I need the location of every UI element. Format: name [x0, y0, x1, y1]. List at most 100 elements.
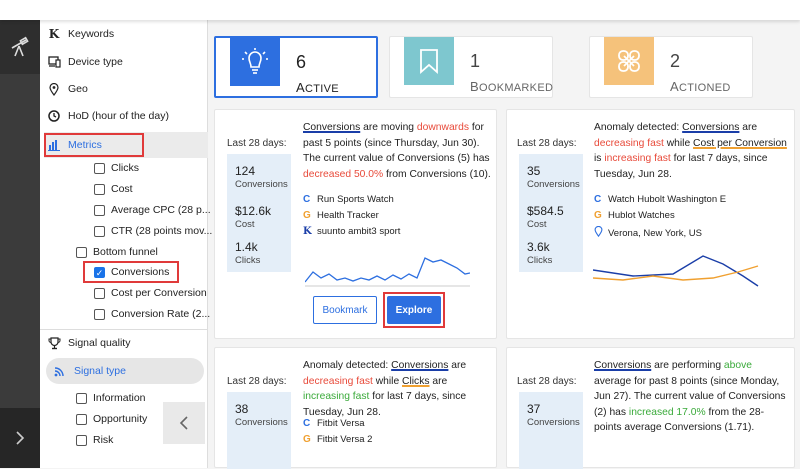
- entity-ad-group[interactable]: G Fitbit Versa 2: [303, 434, 372, 445]
- stat-value: 3.6k: [527, 240, 550, 254]
- collapse-sidebar-button[interactable]: [163, 402, 205, 444]
- lightbulb-icon: [230, 38, 280, 86]
- entity-location[interactable]: Verona, New York, US: [594, 225, 702, 240]
- trend-text: increasing fast: [303, 391, 370, 402]
- checkbox[interactable]: [76, 413, 87, 425]
- expand-chevron-icon[interactable]: [0, 408, 40, 468]
- checkbox[interactable]: [94, 287, 105, 299]
- entity-ad-group[interactable]: G Hublot Watches: [594, 210, 675, 221]
- trend-text: decreasing fast: [594, 137, 664, 149]
- metric-name: Conversions: [594, 360, 652, 371]
- stats-box: 35 Conversions $584.5 Cost 3.6k Clicks: [519, 154, 583, 272]
- signal-message: Conversions are moving downwards for pas…: [303, 120, 493, 182]
- signal-card[interactable]: Last 28 days: 38 Conversions Anomaly det…: [214, 347, 497, 469]
- sidebar-item-keywords[interactable]: K Keywords: [46, 22, 114, 46]
- group-checkbox-bottom-funnel[interactable]: Bottom funnel: [76, 246, 158, 258]
- location-pin-icon: [46, 81, 62, 97]
- stat-value: 124: [235, 164, 256, 178]
- signal-card[interactable]: Last 28 days: 124 Conversions $12.6k Cos…: [214, 109, 497, 339]
- sidebar-item-hod[interactable]: HoD (hour of the day): [46, 104, 169, 128]
- sidebar-item-signal-type[interactable]: Signal type: [52, 359, 126, 383]
- checkbox-checked[interactable]: ✓: [94, 266, 105, 278]
- signal-checkbox-risk[interactable]: Risk: [76, 434, 113, 446]
- summary-card-actioned[interactable]: 2 Actioned: [589, 36, 753, 98]
- divider: [40, 329, 208, 330]
- summary-card-active[interactable]: 6 Active: [214, 36, 378, 98]
- entity-ad-group[interactable]: G Health Tracker: [303, 210, 379, 221]
- message-text: are moving: [360, 122, 417, 133]
- message-text: while: [372, 375, 403, 387]
- checkbox[interactable]: [94, 308, 105, 320]
- checkbox[interactable]: [94, 204, 105, 216]
- checkbox[interactable]: [76, 392, 87, 404]
- signal-card[interactable]: Last 28 days: 37 Conversions Conversions…: [506, 347, 795, 469]
- bookmark-button[interactable]: Bookmark: [313, 296, 377, 324]
- entity-campaign[interactable]: C Watch Hubolt Washington E: [594, 194, 726, 205]
- funnel-checkbox-cost-per-conversion[interactable]: Cost per Conversion: [94, 287, 207, 299]
- stat-value: $12.6k: [235, 204, 272, 218]
- metric-checkbox-clicks[interactable]: Clicks: [94, 162, 139, 174]
- explore-highlight-box: [383, 292, 445, 328]
- change-text: decreased 50.0%: [303, 168, 384, 180]
- checkbox[interactable]: [94, 183, 105, 195]
- sidebar-item-device-type[interactable]: Device type: [46, 50, 123, 74]
- stat-value: $584.5: [527, 204, 564, 218]
- metric-checkbox-cost[interactable]: Cost: [94, 183, 133, 195]
- sidebar-item-metrics[interactable]: Metrics: [46, 133, 102, 157]
- stats-box: 124 Conversions $12.6k Cost 1.4k Clicks: [227, 154, 291, 272]
- stat-label: Cost: [527, 219, 547, 230]
- device-icon: [46, 54, 62, 70]
- stat-value: 1.4k: [235, 240, 258, 254]
- funnel-checkbox-conversions[interactable]: ✓ Conversions: [94, 266, 170, 278]
- entity-name: Run Sports Watch: [317, 194, 394, 205]
- message-text: Anomaly detected:: [303, 360, 392, 371]
- signal-checkbox-information[interactable]: Information: [76, 392, 146, 404]
- sidebar-item-signal-quality[interactable]: Signal quality: [46, 331, 130, 355]
- message-text: are performing: [651, 360, 724, 371]
- chevron-left-icon: [179, 416, 188, 430]
- entity-campaign[interactable]: C Run Sports Watch: [303, 194, 394, 205]
- telescope-icon[interactable]: [0, 20, 40, 74]
- checkbox[interactable]: [76, 434, 87, 446]
- explore-button[interactable]: Explore: [387, 296, 441, 324]
- message-text: are: [429, 375, 448, 387]
- stat-label: Conversions: [527, 179, 580, 190]
- bookmarked-count: 1: [470, 51, 481, 71]
- signal-card[interactable]: Last 28 days: 35 Conversions $584.5 Cost…: [506, 109, 795, 339]
- entity-name: Verona, New York, US: [608, 227, 702, 239]
- entity-name: Health Tracker: [317, 210, 379, 221]
- trend-text: increasing fast: [604, 153, 671, 164]
- summary-card-bookmarked[interactable]: 1 Bookmarked: [389, 36, 553, 98]
- message-text: average for past 8 points (since Monday,…: [594, 375, 786, 418]
- sidebar-item-geo[interactable]: Geo: [46, 77, 88, 101]
- checkbox[interactable]: [94, 162, 105, 174]
- signal-checkbox-opportunity[interactable]: Opportunity: [76, 413, 147, 425]
- stat-label: Conversions: [235, 417, 288, 428]
- sparkline-chart: [305, 257, 470, 287]
- signal-type-row-highlight: [46, 358, 204, 384]
- trend-text: decreasing fast: [303, 375, 373, 387]
- message-text: are: [739, 122, 758, 133]
- bookmark-icon: [404, 37, 454, 85]
- left-rail: [0, 20, 40, 468]
- change-text: increased 17.0%: [628, 406, 706, 418]
- metric-checkbox-ctr[interactable]: CTR (28 points mov...: [94, 225, 212, 237]
- entity-campaign[interactable]: C Fitbit Versa: [303, 418, 365, 429]
- clock-icon: [46, 108, 62, 124]
- bar-chart-icon: [46, 137, 62, 153]
- period-label: Last 28 days:: [517, 376, 577, 387]
- checkbox[interactable]: [94, 225, 105, 237]
- campaign-icon: C: [303, 418, 311, 429]
- message-text: for last 7 days, since Tuesday, Jun 28.: [303, 391, 467, 418]
- checkbox[interactable]: [76, 246, 87, 258]
- metric-checkbox-average-cpc[interactable]: Average CPC (28 p...: [94, 204, 211, 216]
- trend-text: above: [723, 360, 752, 371]
- metrics-row-highlight: [44, 132, 208, 158]
- message-text: from the 28-points average Conversions (…: [594, 406, 765, 434]
- ad-group-icon: G: [594, 210, 602, 221]
- message-text: Anomaly detected:: [594, 122, 683, 133]
- entity-name: suunto ambit3 sport: [317, 226, 401, 237]
- funnel-checkbox-conversion-rate[interactable]: Conversion Rate (2...: [94, 308, 210, 320]
- stat-label: Clicks: [527, 255, 553, 266]
